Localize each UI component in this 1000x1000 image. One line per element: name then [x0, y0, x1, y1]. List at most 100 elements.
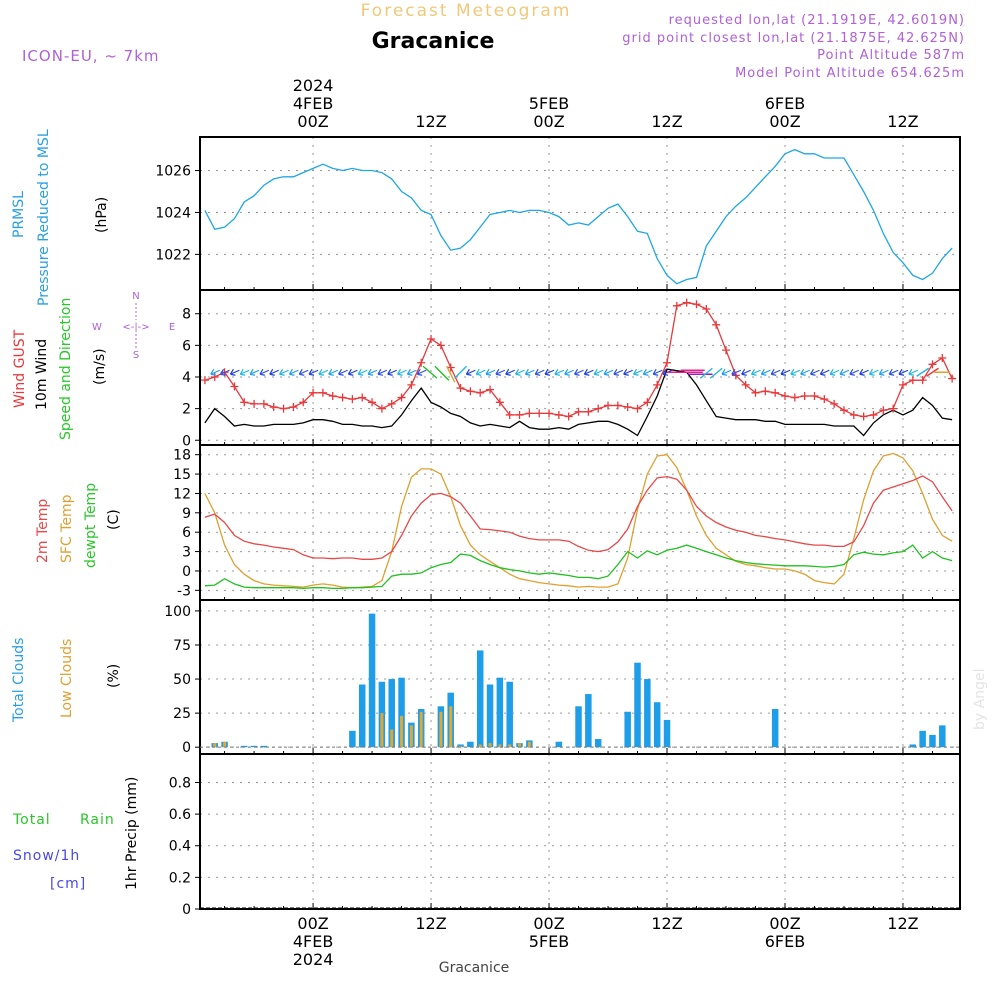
wind-direction-arrow: [220, 368, 230, 376]
ytick-label-wind: 6: [182, 338, 191, 354]
gust-marker: [210, 372, 219, 381]
wind-direction-arrow-special: [709, 367, 723, 379]
low-cloud-bar: [439, 711, 443, 748]
gust-marker: [790, 393, 799, 402]
gust-marker: [692, 300, 701, 309]
ytick-label-clouds: 0: [182, 740, 191, 756]
point-altitude: Point Altitude 587m: [817, 48, 965, 63]
ytick-label-clouds: 50: [173, 672, 191, 688]
wind-direction-arrow: [229, 368, 240, 376]
gust-marker: [230, 382, 239, 391]
gust-marker: [948, 374, 957, 383]
ytick-label-precip: 0.4: [169, 839, 191, 855]
gust-marker: [771, 388, 780, 397]
total-cloud-bar: [260, 745, 268, 748]
gust-marker: [761, 387, 770, 396]
cloud-label-total: Total Clouds: [11, 638, 27, 723]
gridpoint-coords: grid point closest lon,lat (21.1875E, 42…: [622, 31, 965, 46]
gust-marker: [722, 346, 731, 355]
cloud-labels: Total Clouds Low Clouds (%): [11, 638, 122, 723]
wind-direction-arrow: [819, 368, 830, 376]
wind-direction-arrow: [406, 368, 417, 376]
gust-marker: [397, 393, 406, 402]
gust-marker: [200, 376, 209, 385]
gust-marker: [289, 403, 298, 412]
model-label: ICON-EU, ~ 7km: [22, 47, 160, 65]
low-cloud-bar: [527, 741, 531, 748]
wind-direction-arrow: [259, 368, 270, 376]
ytick-label-temp: 3: [182, 545, 191, 561]
watermark: by Angel: [972, 669, 988, 730]
temp-label-sfc: SFC Temp: [59, 494, 75, 563]
wind-direction-arrow: [603, 368, 614, 376]
compass-s: S: [133, 350, 139, 361]
ytick-label-pressure: 1024: [155, 205, 191, 221]
total-cloud-bar: [594, 739, 602, 748]
wind-direction-arrow: [544, 368, 555, 376]
frame-pressure: [199, 136, 961, 291]
gust-marker: [751, 388, 760, 397]
panel-precip: 0 0.2 0.4 0.6 0.8: [169, 753, 961, 918]
low-cloud-bar: [390, 729, 394, 748]
model-altitude: Model Point Altitude 654.625m: [735, 66, 965, 81]
total-cloud-bar: [634, 662, 641, 748]
wind-speed-line: [204, 368, 953, 437]
gust-marker: [633, 404, 642, 413]
gust-marker: [780, 391, 789, 400]
pressure-line: [204, 148, 953, 285]
wind-direction-arrow: [878, 368, 889, 376]
ytick-label-temp: 15: [173, 467, 191, 483]
gust-marker: [839, 406, 848, 415]
gust-marker: [554, 410, 563, 419]
ytick-label-precip: 0.2: [169, 870, 191, 886]
gust-marker: [918, 376, 927, 385]
pressure-label-desc: Pressure Reduced to MSL: [36, 129, 52, 306]
total-cloud-bar: [388, 679, 395, 748]
gust-marker: [938, 354, 947, 363]
total-cloud-bar: [368, 613, 376, 748]
precip-label-unit: 1hr Precip (mm): [124, 777, 140, 890]
gust-marker: [682, 298, 691, 307]
low-cloud-bar: [449, 706, 453, 748]
ytick-label-temp: -3: [177, 583, 191, 599]
gust-marker: [879, 406, 888, 415]
ytick-label-temp: 0: [182, 564, 191, 580]
temp-label-unit: (C): [106, 509, 122, 530]
gust-marker: [515, 410, 524, 419]
precip-label-total: Total: [12, 812, 51, 828]
total-cloud-bar: [467, 741, 474, 748]
low-cloud-bar: [409, 725, 413, 748]
top-time-label: 2024: [293, 76, 334, 95]
ytick-label-wind: 8: [182, 307, 191, 323]
temp-labels: 2m Temp SFC Temp dewpt Temp (C): [35, 483, 122, 568]
wind-direction-arrow-special: [446, 365, 456, 383]
gust-marker: [436, 341, 445, 350]
chart-title: Forecast Meteogram: [361, 1, 572, 21]
bottom-time-label: 6FEB: [765, 932, 805, 951]
total-cloud-bar: [358, 684, 366, 748]
gust-marker: [259, 399, 268, 408]
wind-direction-arrow-special: [699, 367, 713, 379]
wind-direction-arrow: [888, 368, 899, 376]
wind-direction-arrow: [652, 368, 663, 376]
sfc-temp-line: [204, 452, 953, 589]
wind-direction-arrow: [564, 368, 574, 376]
top-time-label: 6FEB: [765, 94, 805, 113]
total-cloud-bar: [240, 745, 248, 748]
total-cloud-bar: [496, 677, 504, 748]
wind-gust-line: [204, 302, 953, 418]
wind-direction-arrow: [898, 368, 909, 376]
wind-direction-arrow: [829, 368, 840, 376]
footer-location: Gracanice: [439, 960, 510, 976]
low-cloud-bar: [478, 744, 482, 748]
total-cloud-bar: [250, 745, 258, 748]
gust-marker: [456, 384, 465, 393]
gust-marker: [387, 399, 396, 408]
temp-label-dewpt: dewpt Temp: [83, 483, 99, 568]
gust-marker: [859, 412, 868, 421]
wind-direction-arrow: [721, 368, 732, 376]
total-cloud-bar: [398, 677, 405, 748]
precip-labels: Total Rain Snow/1h [cm] 1hr Precip (mm): [12, 777, 140, 892]
wind-direction-arrow: [859, 368, 869, 376]
top-time-label: 5FEB: [529, 94, 569, 113]
